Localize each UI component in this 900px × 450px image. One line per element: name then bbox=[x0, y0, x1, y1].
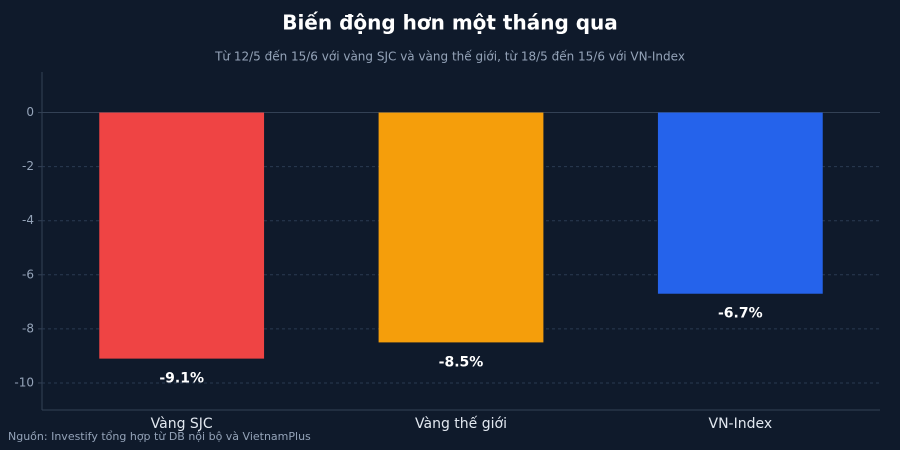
y-tick-label: -4 bbox=[22, 213, 34, 227]
chart-title: Biến động hơn một tháng qua bbox=[282, 11, 618, 35]
bar bbox=[99, 112, 265, 359]
y-tick-label: -6 bbox=[22, 267, 34, 281]
y-tick-label: 0 bbox=[26, 105, 34, 119]
x-tick-label: Vàng thế giới bbox=[415, 415, 507, 432]
y-tick-label: -2 bbox=[22, 159, 34, 173]
value-label: -6.7% bbox=[718, 306, 763, 322]
x-tick-label: VN-Index bbox=[709, 416, 773, 432]
chart-subtitle: Từ 12/5 đến 15/6 với vàng SJC và vàng th… bbox=[214, 50, 685, 64]
bar bbox=[378, 112, 544, 343]
value-label: -8.5% bbox=[439, 354, 484, 370]
y-tick-label: -10 bbox=[14, 375, 34, 389]
y-tick-label: -8 bbox=[22, 321, 34, 335]
x-tick-label: Vàng SJC bbox=[151, 416, 213, 432]
value-label: -9.1% bbox=[159, 371, 204, 387]
source-note: Nguồn: Investify tổng hợp từ DB nội bộ v… bbox=[8, 430, 311, 443]
bar bbox=[657, 112, 823, 294]
